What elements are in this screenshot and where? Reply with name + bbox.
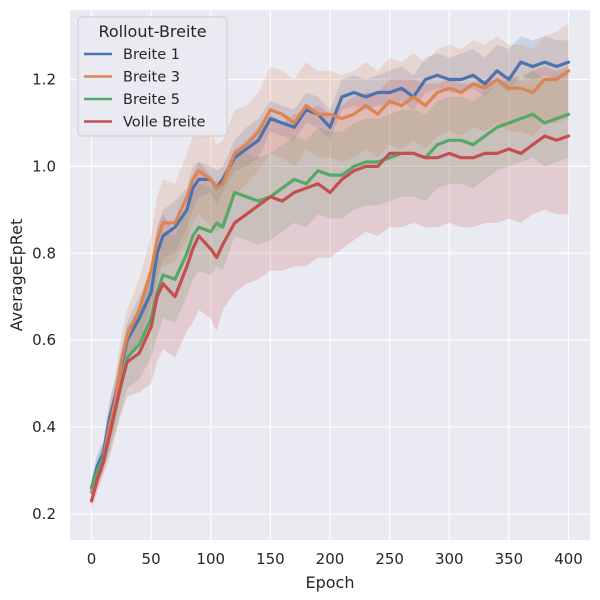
series-2-band (91, 23, 569, 501)
x-axis-title: Epoch (306, 573, 355, 592)
y-tick-label: 0.6 (32, 331, 56, 349)
legend: Rollout-Breite Breite 1 Breite 3 Breite 5 V… (77, 16, 228, 137)
y-tick-label: 0.8 (32, 244, 56, 262)
x-tick-label: 100 (196, 550, 225, 568)
y-tick-label: 1.0 (32, 157, 56, 175)
x-tick-label: 250 (375, 550, 404, 568)
y-tick-label: 0.2 (32, 505, 56, 523)
x-tick-label: 50 (142, 550, 161, 568)
x-tick-label: 150 (256, 550, 285, 568)
series-2-line (89, 69, 571, 494)
series-3-line (89, 112, 571, 490)
legend-box (77, 16, 228, 137)
series-3-band (91, 70, 569, 497)
y-tick-label: 1.2 (32, 71, 56, 89)
y-tick-label: 0.4 (32, 418, 56, 436)
x-tick-label: 300 (435, 550, 464, 568)
x-tick-label: 200 (316, 550, 345, 568)
legend-entry: Breite 1 (123, 47, 180, 63)
x-tick-label: 350 (495, 550, 524, 568)
series-lines (89, 60, 571, 503)
y-axis-title: AverageEpRet (7, 219, 26, 331)
legend-entry: Breite 3 (123, 70, 180, 86)
series-4-band (91, 66, 569, 510)
legend-title: Rollout-Breite (98, 22, 206, 41)
tick-labels: 0 50 100 150 200 250 300 350 400 0.2 0.4 0.6 0.8 1.0 1… (32, 71, 583, 568)
x-tick-label: 400 (554, 550, 583, 568)
series-1-line (89, 60, 571, 490)
legend-entry: Breite 5 (123, 92, 180, 108)
series-4-line (89, 134, 571, 503)
x-tick-label: 0 (87, 550, 97, 568)
legend-entry: Volle Breite (123, 115, 205, 131)
